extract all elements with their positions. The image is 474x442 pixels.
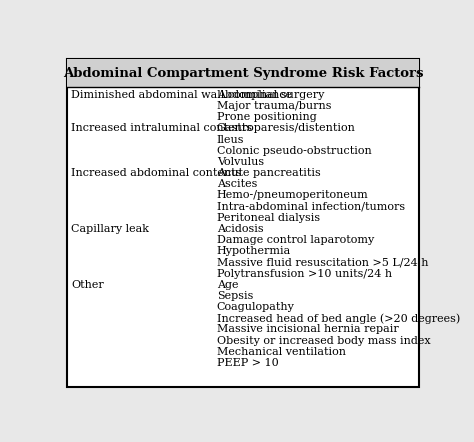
Text: Acidosis: Acidosis [217,224,264,234]
Text: Polytransfusion >10 units/24 h: Polytransfusion >10 units/24 h [217,269,392,278]
Text: Hemo-/pneumoperitoneum: Hemo-/pneumoperitoneum [217,191,368,201]
Text: Abdominal Compartment Syndrome Risk Factors: Abdominal Compartment Syndrome Risk Fact… [63,67,423,80]
Text: Damage control laparotomy: Damage control laparotomy [217,235,374,245]
Text: Age: Age [217,280,238,290]
Text: Increased head of bed angle (>20 degrees): Increased head of bed angle (>20 degrees… [217,313,460,324]
Text: Major trauma/burns: Major trauma/burns [217,101,331,111]
Text: Sepsis: Sepsis [217,291,253,301]
Text: Colonic pseudo-obstruction: Colonic pseudo-obstruction [217,146,372,156]
Text: Prone positioning: Prone positioning [217,112,317,122]
Text: Massive fluid resuscitation >5 L/24 h: Massive fluid resuscitation >5 L/24 h [217,258,428,267]
Text: Abdominal surgery: Abdominal surgery [217,90,324,100]
Text: Capillary leak: Capillary leak [71,224,149,234]
Text: Ileus: Ileus [217,135,244,145]
Text: Hypothermia: Hypothermia [217,246,291,256]
Text: Obesity or increased body mass index: Obesity or increased body mass index [217,335,430,346]
Text: Gastroparesis/distention: Gastroparesis/distention [217,123,356,133]
Text: Peritoneal dialysis: Peritoneal dialysis [217,213,320,223]
Text: Other: Other [71,280,104,290]
Text: Mechanical ventilation: Mechanical ventilation [217,347,346,357]
Text: Volvulus: Volvulus [217,157,264,167]
Text: Ascites: Ascites [217,179,257,189]
Text: Acute pancreatitis: Acute pancreatitis [217,168,320,178]
Text: Intra-abdominal infection/tumors: Intra-abdominal infection/tumors [217,202,405,212]
Text: Increased intraluminal contents: Increased intraluminal contents [71,123,252,133]
Text: Diminished abdominal wall compliance: Diminished abdominal wall compliance [71,90,292,100]
Text: Coagulopathy: Coagulopathy [217,302,295,312]
Bar [66,59,419,87]
Text: Massive incisional hernia repair: Massive incisional hernia repair [217,324,399,335]
Text: Increased abdominal contents: Increased abdominal contents [71,168,242,178]
Text: PEEP > 10: PEEP > 10 [217,358,279,368]
